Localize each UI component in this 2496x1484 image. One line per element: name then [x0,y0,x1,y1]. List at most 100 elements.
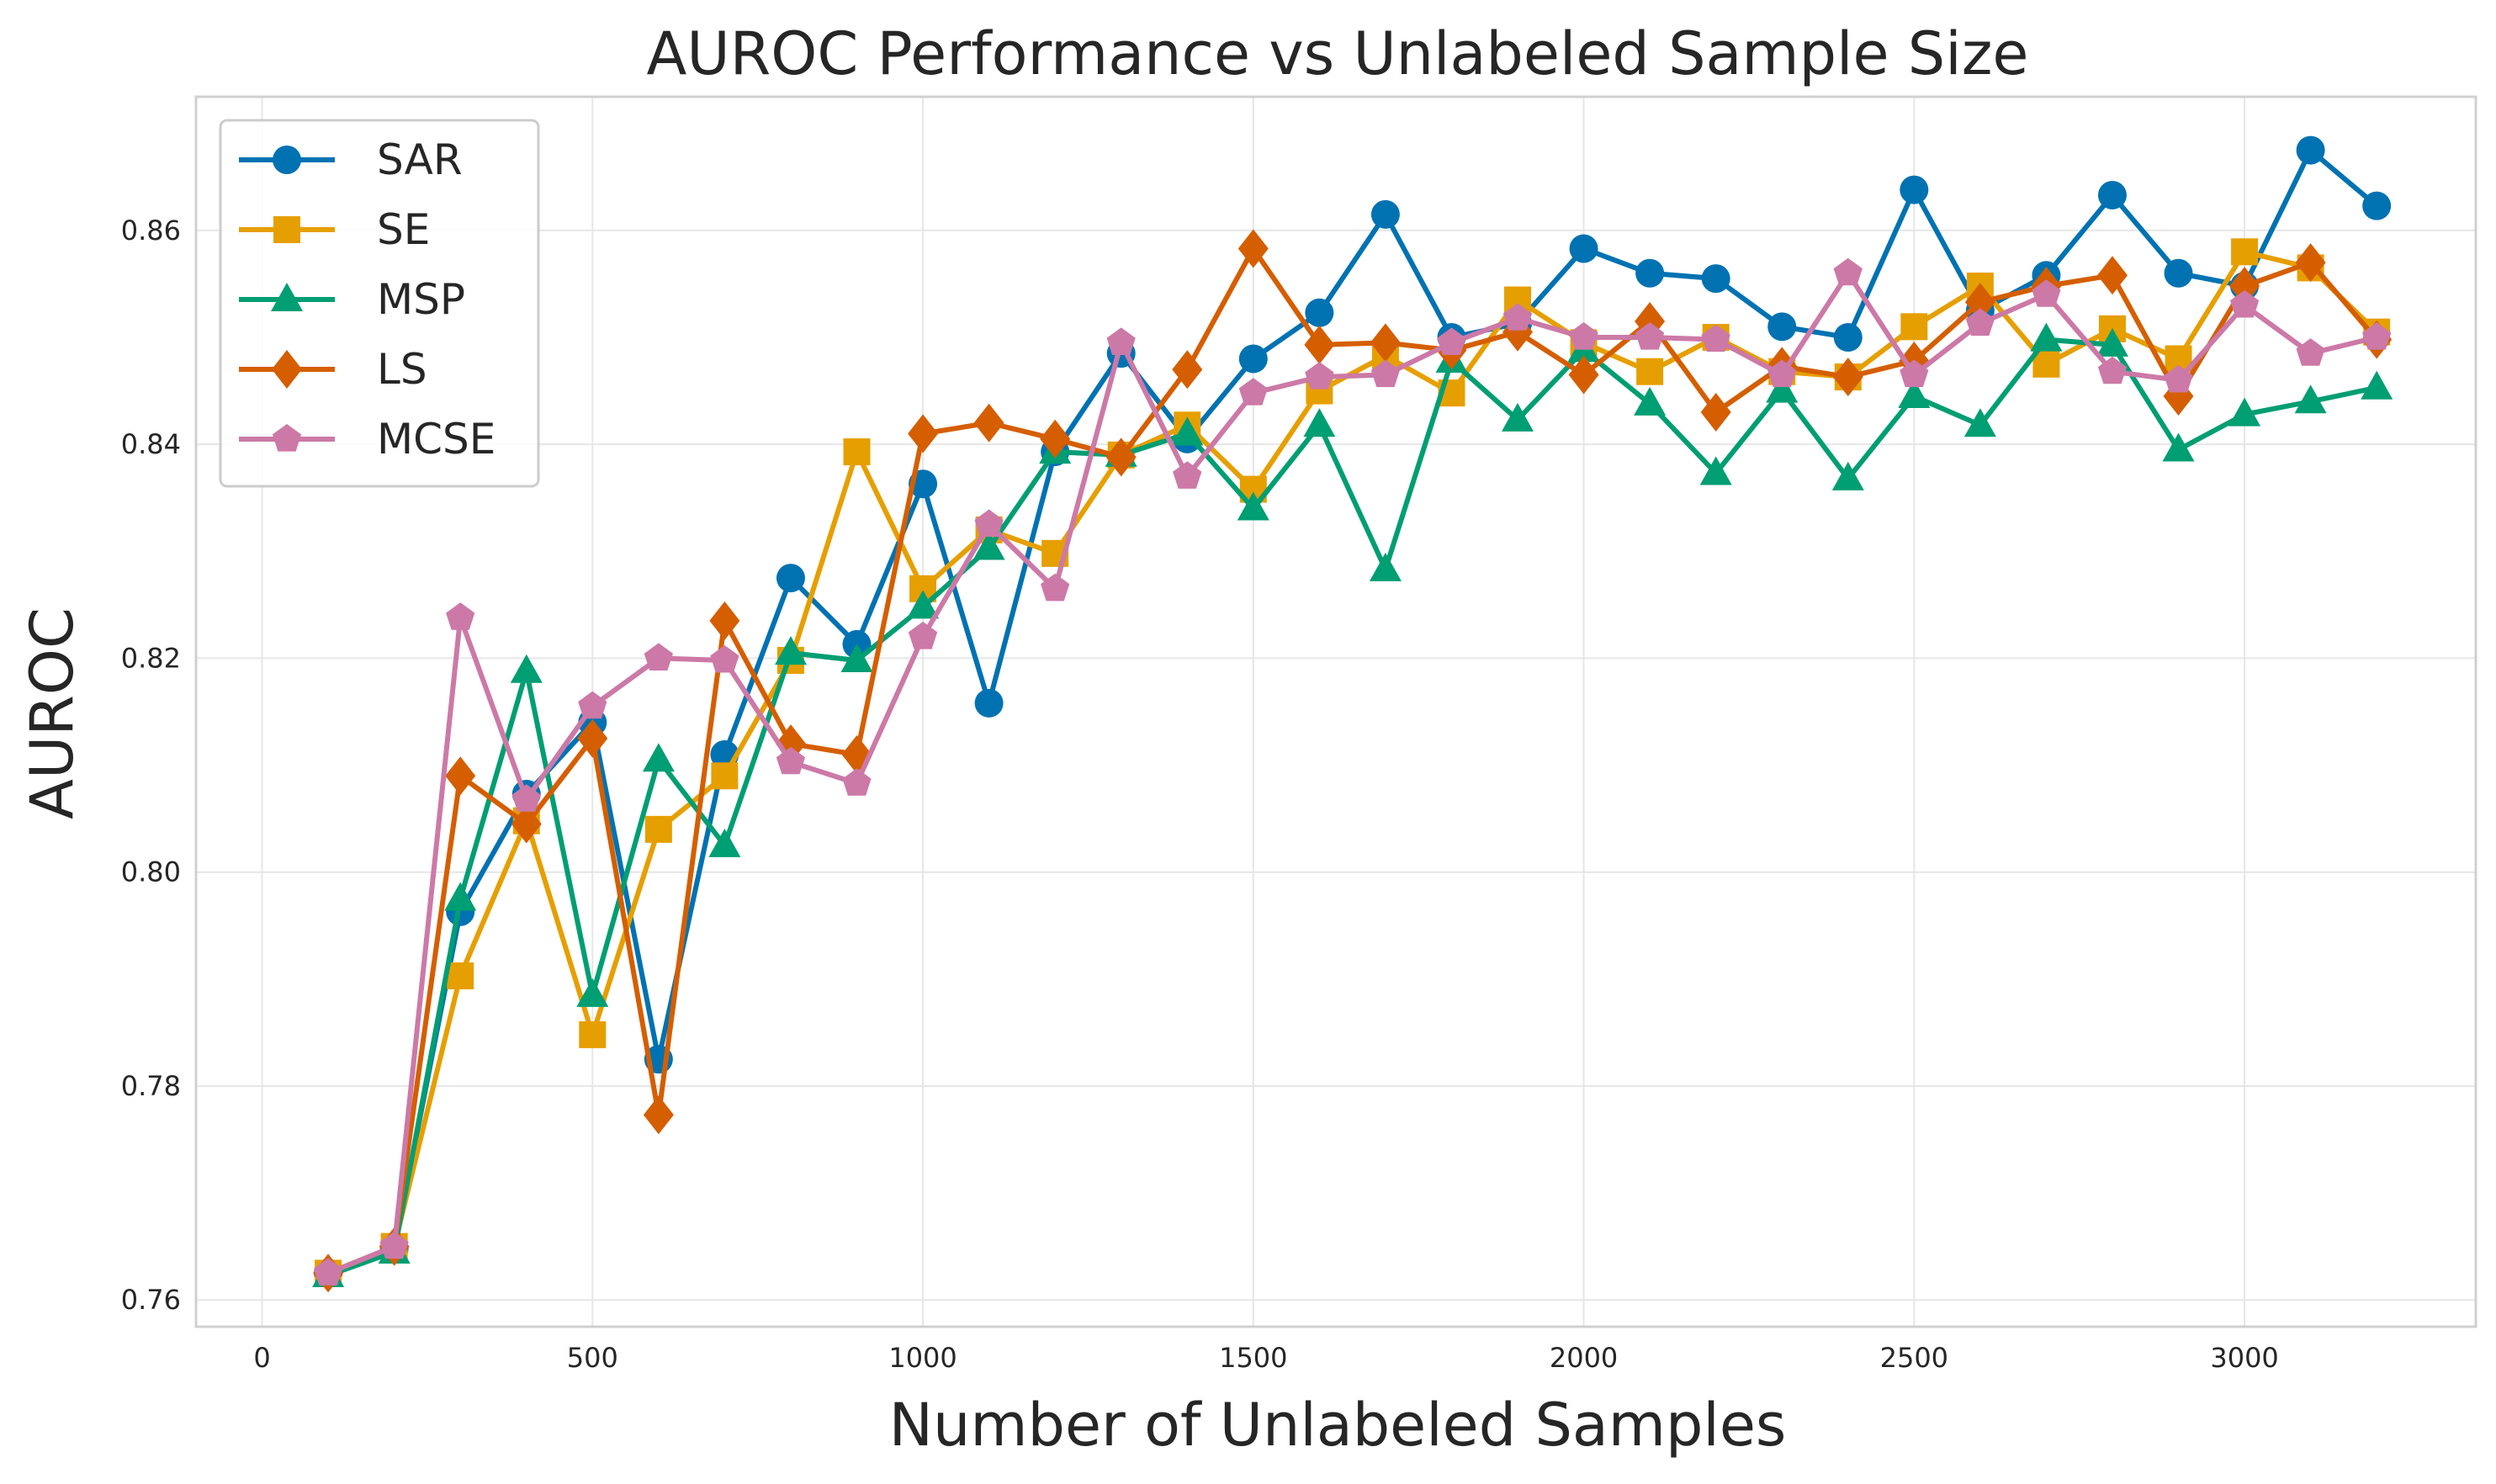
point-sar [776,564,805,593]
point-ls [973,403,1004,443]
point-sar [1305,298,1334,327]
x-axis-label: Number of Unlabeled Samples [889,1391,1787,1460]
chart-title: AUROC Performance vs Unlabeled Sample Si… [646,19,2028,88]
plot-frame [194,95,2477,1328]
legend-item-se[interactable]: SE [239,205,430,254]
point-ls [908,414,939,453]
point-ls [1105,437,1137,477]
point-sar [1900,175,1929,204]
point-msp [1963,408,1996,437]
series-layer [312,135,2393,1293]
point-msp [2294,384,2327,414]
legend-label-ls: LS [377,345,427,394]
series-line-msp [327,337,2377,1278]
point-mcse [446,602,475,630]
point-msp [2228,397,2261,427]
point-msp [907,590,940,619]
y-tick-label: 0.78 [121,1070,181,1102]
legend-box [219,119,540,488]
point-ls [709,601,740,640]
point-msp [1237,491,1269,521]
point-msp [2030,322,2063,352]
point-msp [1831,461,1864,490]
legend-marker-mcse [272,424,302,452]
point-mcse [842,768,872,796]
point-mcse [776,746,806,775]
legend-item-mcse[interactable]: MCSE [239,415,495,464]
point-mcse [710,645,739,673]
point-mcse [1041,573,1070,602]
x-tick-label: 0 [253,1342,270,1374]
point-mcse [314,1258,343,1285]
point-mcse [1767,359,1797,388]
point-msp [1634,386,1667,416]
point-msp [1898,379,1931,408]
point-mcse [2230,289,2260,318]
point-sar [1767,312,1797,342]
point-se [579,1020,607,1048]
point-ls [1172,350,1203,390]
point-mcse [1569,322,1598,350]
point-mcse [2032,279,2061,307]
point-ls [1304,325,1335,364]
point-se [644,815,672,843]
x-tick-label: 1500 [1219,1342,1287,1374]
point-msp [1766,374,1799,403]
point-mcse [2164,364,2193,393]
point-mcse [2097,356,2128,384]
point-mcse [379,1231,409,1259]
point-msp [642,743,675,772]
point-mcse [578,691,607,719]
legend-marker-se [273,216,300,243]
point-mcse [1173,461,1202,489]
point-msp [1369,552,1402,581]
point-se [1636,358,1664,385]
y-tick-label: 0.84 [121,428,181,460]
legend-marker-ls [272,350,302,389]
point-msp [775,636,807,665]
point-msp [1699,456,1732,485]
point-ls [511,804,542,844]
x-tick-label: 3000 [2210,1342,2278,1374]
point-mcse [1437,327,1466,355]
point-se [843,438,871,466]
point-ls [2295,243,2326,283]
x-tick-label: 2500 [1880,1342,1948,1374]
y-axis-label: AUROC [18,607,87,819]
x-tick-label: 2000 [1550,1342,1618,1374]
point-mcse [2296,338,2325,366]
legend-item-sar[interactable]: SAR [239,135,463,184]
y-tick-label: 0.80 [121,856,181,888]
point-mcse [2362,322,2392,350]
point-mcse [1965,308,1995,337]
point-ls [643,1095,674,1135]
legend[interactable]: SAR SE MSP LS MCSE [219,119,540,488]
legend-label-sar: SAR [377,135,463,184]
point-se [1900,313,1928,341]
point-se [2231,238,2259,266]
point-mcse [908,622,938,649]
point-sar [2362,191,2392,220]
point-mcse [1833,257,1863,286]
point-mcse [1502,303,1533,331]
point-msp [1303,408,1336,437]
point-msp [972,531,1005,560]
point-sar [2164,258,2193,288]
point-msp [2096,327,2128,357]
legend-item-msp[interactable]: MSP [239,275,465,324]
point-msp [444,882,477,911]
point-ls [1964,283,1995,322]
point-ls [1832,358,1863,397]
point-mcse [974,509,1004,538]
point-msp [1502,402,1534,432]
legend-item-ls[interactable]: LS [239,345,427,394]
point-mcse [1370,359,1400,388]
x-tick-label: 1000 [888,1342,957,1374]
point-msp [576,978,609,1007]
point-sar [1701,264,1730,294]
point-ls [1237,229,1269,268]
point-sar [1833,323,1863,352]
point-sar [1569,234,1598,263]
